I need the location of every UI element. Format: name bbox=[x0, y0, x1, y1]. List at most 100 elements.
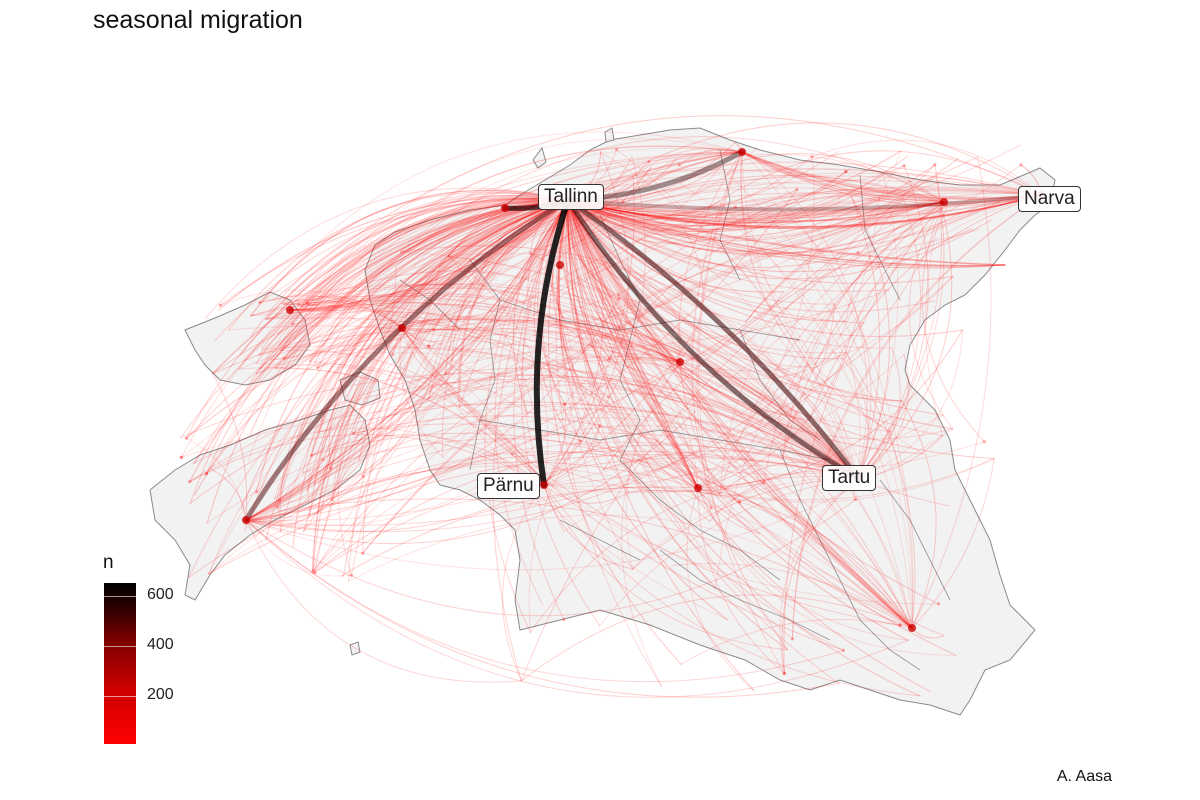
flow-endpoint bbox=[296, 302, 301, 306]
flow-line bbox=[567, 199, 913, 629]
flow-hub bbox=[940, 198, 948, 206]
flow-line bbox=[300, 298, 859, 479]
flow-line bbox=[250, 283, 859, 479]
flow-line bbox=[448, 255, 859, 479]
flow-endpoint bbox=[427, 344, 431, 348]
flow-line bbox=[566, 199, 610, 360]
flow-line-major bbox=[565, 197, 861, 481]
flow-endpoint bbox=[898, 623, 902, 627]
flow-hub bbox=[676, 358, 684, 366]
flow-line bbox=[697, 487, 909, 641]
flow-line bbox=[280, 145, 743, 351]
flow-line bbox=[306, 198, 569, 304]
flow-line bbox=[567, 167, 851, 233]
flow-line bbox=[741, 151, 924, 455]
flow-line bbox=[245, 197, 904, 522]
flow-line bbox=[294, 192, 569, 302]
flow-line bbox=[245, 411, 696, 545]
flow-line bbox=[543, 278, 604, 486]
flow-line bbox=[278, 198, 569, 347]
flow-line bbox=[244, 450, 859, 526]
flow-line bbox=[543, 484, 634, 570]
flow-line bbox=[255, 199, 569, 375]
flow-line bbox=[311, 432, 699, 489]
flow-line bbox=[180, 190, 1043, 458]
flow-line bbox=[567, 199, 810, 422]
flow-line bbox=[259, 151, 743, 304]
flow-line bbox=[741, 151, 1043, 199]
flow-line bbox=[250, 292, 859, 479]
flow-endpoint bbox=[562, 617, 566, 622]
flow-endpoint bbox=[598, 424, 602, 428]
flow-line bbox=[208, 151, 743, 575]
flow-line bbox=[228, 325, 859, 479]
flow-line bbox=[451, 199, 569, 370]
flow-line bbox=[782, 201, 945, 459]
flow-line bbox=[308, 199, 569, 517]
flow-line bbox=[358, 355, 681, 462]
flow-line bbox=[311, 425, 859, 575]
flow-line bbox=[682, 150, 1043, 228]
flow-line bbox=[567, 199, 945, 214]
flow-endpoint bbox=[810, 155, 814, 159]
flow-line bbox=[401, 327, 588, 395]
flow-line bbox=[401, 167, 652, 329]
flow-line bbox=[283, 189, 1043, 360]
flow-line bbox=[240, 199, 569, 510]
flow-line bbox=[566, 199, 619, 296]
flow-line bbox=[543, 484, 630, 504]
flow-line bbox=[401, 237, 717, 330]
flow-line bbox=[565, 199, 711, 522]
flow-endpoint bbox=[431, 327, 435, 332]
legend-tickmark bbox=[104, 596, 136, 597]
flow-line bbox=[308, 187, 945, 362]
flow-line bbox=[332, 451, 913, 629]
flow-line bbox=[527, 300, 699, 489]
flow-line bbox=[567, 199, 699, 489]
flow-line bbox=[318, 401, 859, 479]
legend-title: n bbox=[103, 552, 114, 573]
flow-line bbox=[194, 199, 569, 496]
flow-line bbox=[567, 199, 944, 416]
flow-line bbox=[238, 367, 545, 486]
flow-line bbox=[267, 168, 1043, 353]
flow-line bbox=[697, 487, 761, 535]
flow-line bbox=[567, 199, 776, 236]
flow-line bbox=[567, 199, 945, 223]
flow-line bbox=[567, 199, 685, 357]
flow-endpoint bbox=[738, 500, 742, 504]
flow-line bbox=[567, 199, 913, 629]
flow-line bbox=[245, 266, 397, 521]
flow-line bbox=[774, 203, 872, 479]
flow-line bbox=[582, 392, 859, 479]
flow-line bbox=[567, 164, 936, 238]
flow-line bbox=[428, 331, 859, 479]
flow-hub bbox=[908, 624, 916, 632]
flow-line bbox=[308, 199, 569, 363]
flow-line bbox=[317, 356, 681, 514]
flow-endpoint bbox=[352, 431, 356, 435]
flow-line bbox=[567, 199, 945, 216]
flow-endpoint bbox=[733, 205, 738, 209]
flow-line bbox=[428, 151, 743, 399]
flow-line bbox=[567, 199, 945, 220]
flow-endpoint bbox=[188, 480, 192, 484]
flow-line bbox=[317, 187, 1043, 369]
flow-line bbox=[543, 354, 905, 487]
flow-line bbox=[543, 414, 944, 493]
flow-line bbox=[189, 199, 569, 504]
flow-endpoint bbox=[254, 490, 259, 494]
flow-line bbox=[520, 486, 913, 629]
legend-tick-label: 400 bbox=[147, 636, 174, 653]
flow-line bbox=[564, 357, 681, 405]
flow-line bbox=[697, 351, 847, 489]
flow-line bbox=[300, 294, 859, 479]
flow-line bbox=[432, 329, 913, 629]
flow-line bbox=[567, 199, 964, 338]
flow-line bbox=[337, 327, 403, 576]
flow-line bbox=[567, 196, 881, 231]
flow-line bbox=[314, 182, 945, 364]
flow-line bbox=[255, 199, 569, 365]
flow-line bbox=[567, 199, 892, 433]
flow-line bbox=[212, 151, 743, 375]
